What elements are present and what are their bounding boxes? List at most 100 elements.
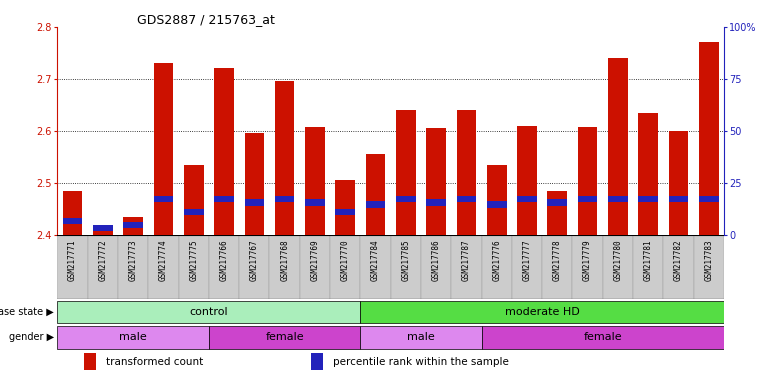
Bar	[275, 81, 294, 235]
Bar	[336, 209, 355, 215]
Bar	[305, 127, 325, 235]
Bar	[360, 301, 724, 323]
Text: GSM217780: GSM217780	[614, 240, 622, 281]
Bar	[244, 199, 264, 205]
Bar	[123, 217, 143, 235]
Bar	[84, 353, 96, 370]
Bar	[275, 196, 294, 202]
Bar	[57, 326, 209, 349]
Bar	[426, 128, 446, 235]
Bar	[184, 209, 204, 215]
Bar	[300, 235, 330, 300]
Bar	[330, 235, 360, 300]
Text: GSM217772: GSM217772	[98, 240, 107, 281]
Bar	[457, 196, 476, 202]
Text: GSM217778: GSM217778	[553, 240, 561, 281]
Bar	[517, 196, 537, 202]
Bar	[548, 199, 567, 205]
Bar	[214, 196, 234, 202]
Bar	[572, 235, 603, 300]
Text: GSM217785: GSM217785	[401, 240, 411, 281]
Bar	[699, 43, 719, 235]
Text: control: control	[190, 307, 228, 317]
Bar	[421, 235, 451, 300]
Text: GSM217781: GSM217781	[643, 240, 653, 281]
Text: GSM217768: GSM217768	[280, 240, 289, 281]
Text: GSM217767: GSM217767	[250, 240, 259, 281]
Bar	[603, 235, 633, 300]
Bar	[482, 326, 724, 349]
Bar	[396, 196, 416, 202]
Bar	[608, 58, 627, 235]
Bar	[57, 235, 88, 300]
Bar	[88, 235, 118, 300]
Text: GSM217769: GSM217769	[310, 240, 319, 281]
Bar	[270, 235, 300, 300]
Bar	[608, 196, 627, 202]
Bar	[214, 68, 234, 235]
Text: percentile rank within the sample: percentile rank within the sample	[332, 357, 509, 367]
Bar	[669, 196, 689, 202]
Text: GSM217786: GSM217786	[431, 240, 440, 281]
Text: female: female	[265, 333, 304, 343]
Bar	[365, 202, 385, 208]
Text: GSM217777: GSM217777	[522, 240, 532, 281]
Text: GSM217776: GSM217776	[493, 240, 501, 281]
Bar	[63, 218, 83, 224]
Text: GSM217775: GSM217775	[189, 240, 198, 281]
Bar	[693, 235, 724, 300]
Bar	[638, 196, 658, 202]
Bar	[548, 190, 567, 235]
Text: GSM217783: GSM217783	[704, 240, 713, 281]
Bar	[663, 235, 693, 300]
Text: female: female	[584, 333, 622, 343]
Text: GSM217779: GSM217779	[583, 240, 592, 281]
Bar	[244, 133, 264, 235]
Bar	[360, 235, 391, 300]
Bar	[578, 196, 597, 202]
Bar	[63, 190, 83, 235]
Bar	[93, 225, 113, 231]
Bar	[396, 110, 416, 235]
Bar	[365, 154, 385, 235]
Bar	[239, 235, 270, 300]
Bar	[123, 222, 143, 228]
Bar	[311, 353, 322, 370]
Bar	[391, 235, 421, 300]
Bar	[487, 165, 506, 235]
Bar	[118, 235, 149, 300]
Bar	[154, 196, 173, 202]
Text: gender ▶: gender ▶	[9, 333, 54, 343]
Bar	[699, 196, 719, 202]
Bar	[633, 235, 663, 300]
Text: male: male	[407, 333, 435, 343]
Text: GSM217784: GSM217784	[371, 240, 380, 281]
Bar	[93, 227, 113, 235]
Bar	[542, 235, 572, 300]
Bar	[360, 326, 482, 349]
Bar	[305, 199, 325, 205]
Bar	[178, 235, 209, 300]
Bar	[487, 202, 506, 208]
Bar	[578, 127, 597, 235]
Text: GSM217787: GSM217787	[462, 240, 471, 281]
Bar	[517, 126, 537, 235]
Text: moderate HD: moderate HD	[505, 307, 580, 317]
Bar	[512, 235, 542, 300]
Text: male: male	[119, 333, 147, 343]
Bar	[669, 131, 689, 235]
Bar	[184, 165, 204, 235]
Bar	[451, 235, 482, 300]
Bar	[149, 235, 178, 300]
Bar	[638, 113, 658, 235]
Bar	[154, 63, 173, 235]
Bar	[426, 199, 446, 205]
Text: transformed count: transformed count	[106, 357, 203, 367]
Bar	[57, 301, 360, 323]
Text: GSM217771: GSM217771	[68, 240, 77, 281]
Text: GSM217766: GSM217766	[220, 240, 228, 281]
Bar	[482, 235, 512, 300]
Text: GSM217773: GSM217773	[129, 240, 138, 281]
Text: GSM217774: GSM217774	[159, 240, 168, 281]
Text: GSM217770: GSM217770	[341, 240, 350, 281]
